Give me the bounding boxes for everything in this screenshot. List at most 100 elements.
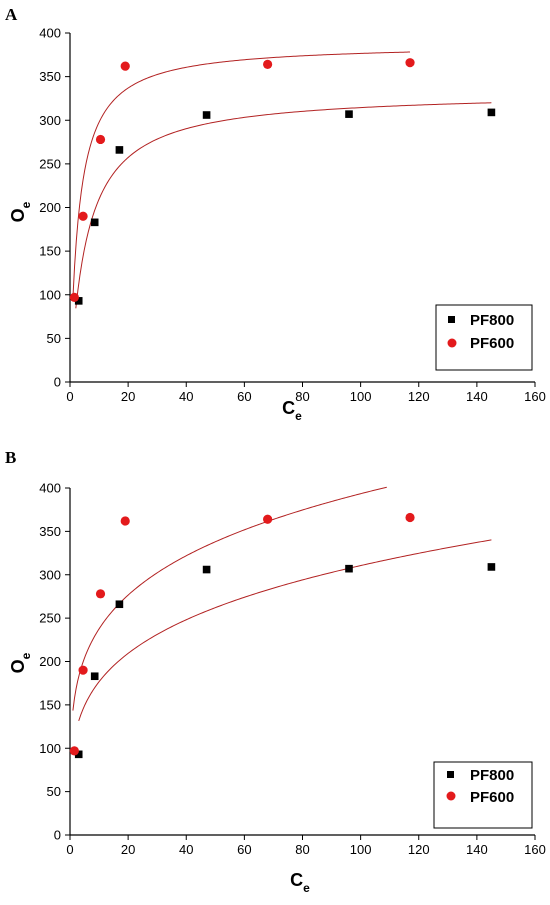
y-tick-label: 150 [39, 244, 61, 259]
x-tick-label: 60 [237, 842, 251, 857]
y-tick-label: 50 [47, 784, 61, 799]
legend-label-pf600: PF600 [470, 335, 514, 352]
point-pf600 [78, 211, 88, 221]
fit-curves-a [72, 51, 492, 309]
point-pf600 [69, 292, 79, 302]
y-tick-label: 300 [39, 567, 61, 582]
panel-letter-b: B [5, 448, 16, 467]
y-tick-label: 200 [39, 200, 61, 215]
point-pf800 [90, 218, 99, 227]
fit-curve-pf600 [72, 51, 411, 299]
x-axis-label-main: C [290, 870, 303, 890]
point-pf800 [202, 565, 211, 574]
x-tick-label: 100 [350, 389, 372, 404]
y-tick-label: 100 [39, 287, 61, 302]
y-tick-label: 250 [39, 611, 61, 626]
svg-text:Ce: Ce [282, 398, 302, 423]
point-pf600 [120, 61, 130, 71]
y-axis-label-a: Oe [8, 201, 33, 222]
legend-marker-pf600 [447, 338, 457, 348]
point-pf800 [90, 672, 99, 681]
legend-label-pf600: PF600 [470, 789, 514, 806]
x-tick-label: 160 [524, 389, 546, 404]
x-tick-label: 140 [466, 389, 488, 404]
panel-letter-a: A [5, 5, 18, 24]
x-tick-label: 80 [295, 389, 309, 404]
y-axis-label-sub: e [19, 201, 33, 208]
y-tick-label: 350 [39, 69, 61, 84]
point-pf800 [487, 563, 496, 571]
chart-panel-b: B 0 20 40 60 80 100 120 140 160 0 50 100 150 200 250 30… [5, 448, 546, 895]
x-tick-label: 120 [408, 389, 430, 404]
y-tick-label: 350 [39, 524, 61, 539]
y-tick-label: 250 [39, 156, 61, 171]
y-axis-label-b: Oe [8, 652, 33, 673]
point-pf600 [78, 665, 88, 675]
x-tick-label: 0 [66, 389, 73, 404]
point-pf800 [74, 297, 83, 305]
x-tick-label: 100 [350, 842, 372, 857]
x-tick-label: 40 [179, 389, 193, 404]
fit-curve-pf600 [72, 486, 387, 711]
x-tick-label: 160 [524, 842, 546, 857]
legend-b: PF800 PF600 [433, 761, 533, 829]
legend-marker-pf800 [447, 771, 454, 778]
point-pf800 [115, 600, 124, 609]
y-axis-label-main: O [8, 208, 28, 222]
y-tick-label: 150 [39, 697, 61, 712]
x-tick-label: 80 [295, 842, 309, 857]
x-tick-label: 120 [408, 842, 430, 857]
y-tick-label: 400 [39, 481, 61, 496]
legend-marker-pf800 [448, 316, 455, 323]
y-tick-label: 0 [54, 375, 61, 390]
point-pf800 [487, 108, 496, 117]
point-pf600 [120, 516, 130, 526]
fit-curves-b [72, 486, 492, 722]
legend-label-pf800: PF800 [470, 312, 514, 329]
fit-curve-pf800 [75, 102, 492, 309]
y-axis-label-main: O [8, 659, 28, 673]
point-pf600 [95, 589, 106, 599]
legend-a: PF800 PF600 [435, 304, 533, 371]
point-pf600 [263, 59, 273, 70]
svg-text:Oe: Oe [8, 652, 33, 673]
y-tick-label: 100 [39, 741, 61, 756]
legend-box [435, 304, 533, 371]
axes-b: 0 20 40 60 80 100 120 140 160 0 50 100 150 200 250 300 3… [39, 481, 546, 858]
point-pf800 [345, 564, 353, 573]
point-pf800 [345, 110, 353, 118]
point-pf600 [95, 134, 106, 145]
x-tick-label: 60 [237, 389, 251, 404]
data-points-b [69, 512, 496, 759]
svg-text:Oe: Oe [8, 201, 33, 222]
x-axis-label-b: Ce [290, 870, 310, 895]
legend-label-pf800: PF800 [470, 767, 514, 784]
x-axis-label-a: Ce [282, 398, 302, 423]
point-pf600 [405, 58, 415, 68]
point-pf800 [202, 111, 211, 119]
svg-text:Ce: Ce [290, 870, 310, 895]
data-points-a [69, 58, 496, 305]
point-pf600 [405, 512, 415, 523]
x-tick-label: 40 [179, 842, 193, 857]
x-axis-label-main: C [282, 398, 295, 418]
legend-marker-pf600 [446, 791, 456, 801]
point-pf800 [74, 750, 83, 759]
x-axis-label-sub: e [303, 881, 310, 895]
x-axis-label-sub: e [295, 409, 302, 423]
y-tick-label: 300 [39, 113, 61, 128]
axes-a: 0 20 40 60 80 100 120 140 160 0 50 100 150 200 250 300 3… [39, 26, 546, 405]
point-pf600 [263, 514, 273, 524]
x-tick-label: 20 [121, 842, 135, 857]
y-tick-label: 400 [39, 26, 61, 41]
y-axis-label-sub: e [19, 652, 33, 659]
y-tick-label: 0 [54, 828, 61, 843]
x-tick-label: 20 [121, 389, 135, 404]
y-tick-label: 50 [47, 331, 61, 346]
x-tick-label: 0 [66, 842, 73, 857]
y-tick-label: 200 [39, 654, 61, 669]
point-pf600 [69, 746, 79, 756]
chart-panel-a: A 0 20 40 60 80 100 120 140 160 0 50 100 150 200 250 30… [5, 5, 546, 423]
point-pf800 [115, 146, 124, 154]
